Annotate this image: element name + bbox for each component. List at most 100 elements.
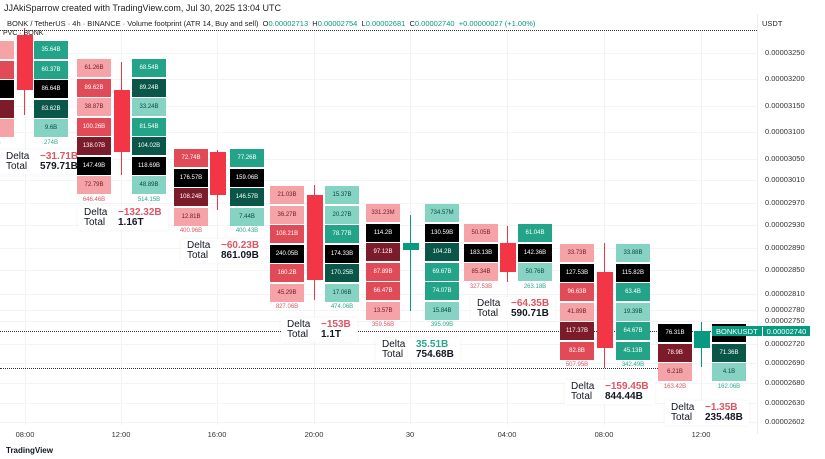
sell-volume-cell: 78.9B <box>658 343 692 362</box>
time-tick-label: 20:00 <box>304 430 324 439</box>
delta-value: −159.45B <box>605 381 649 392</box>
sell-volume-cell: 66.47B <box>366 282 400 300</box>
buy-volume-cell: 78.77B <box>325 225 359 243</box>
total-label: Total <box>84 217 106 228</box>
buy-total: 274B <box>43 139 59 146</box>
buy-total: 342.49B <box>621 362 645 368</box>
delta-total-box: Delta −159.45B Total 844.44B <box>565 380 655 404</box>
sell-total: 327.53B <box>469 283 493 290</box>
sell-volume-cell: 117.37B <box>560 322 594 340</box>
buy-volume-cell: 69.67B <box>425 262 459 281</box>
delta-row: Delta −31.71B <box>6 152 78 162</box>
sell-volume-cell: 100.26B <box>77 117 111 136</box>
buy-volume-cell: 4.1B <box>712 363 746 381</box>
buy-volume-cell: 71.36B <box>712 343 746 362</box>
buy-volume-cell: 89.24B <box>132 78 166 97</box>
total-row: Total 1.16T <box>84 218 162 228</box>
tradingview-logo[interactable]: TradingView <box>6 446 53 455</box>
candle-body[interactable] <box>114 90 130 152</box>
price-tick-label: 0.00003250 <box>765 48 805 57</box>
pvc-indicator-label[interactable]: PVC · BONK <box>3 30 44 37</box>
total-label: Total <box>187 250 209 261</box>
candle-body[interactable] <box>210 152 226 195</box>
dotted-line <box>0 368 660 369</box>
high-label: H <box>312 19 318 28</box>
price-tick-label: 0.00002720 <box>765 339 805 348</box>
buy-volume-cell: 61.04B <box>518 224 552 242</box>
delta-label: Delta <box>6 151 30 162</box>
sell-volume-cell <box>0 99 14 118</box>
buy-volume-cell: 104.02B <box>132 137 166 155</box>
total-row: Total 754.68B <box>382 350 454 360</box>
sell-volume-cell: 97.12B <box>366 243 400 261</box>
delta-value: −153B <box>321 319 351 330</box>
buy-volume-cell: 20.27B <box>325 205 359 224</box>
sell-volume-cell: 45.29B <box>270 283 304 302</box>
buy-volume-cell: 734.57M <box>425 204 459 222</box>
close-value: 0.00002740 <box>414 19 455 28</box>
grid-line <box>0 203 757 204</box>
price-tick-label: 0.00002630 <box>765 398 805 407</box>
candle-body[interactable] <box>694 331 710 348</box>
delta-value: −132.32B <box>118 207 162 218</box>
candle-body[interactable] <box>307 195 323 280</box>
grid-line <box>0 53 757 54</box>
price-tick-label: 0.00003200 <box>765 74 805 83</box>
total-value: 754.68B <box>416 349 454 360</box>
sell-volume-cell: 240.05B <box>270 244 304 263</box>
price-tick-label: 0.00002680 <box>765 378 805 387</box>
currency-label[interactable]: USDT <box>762 19 783 28</box>
sell-volume-cell: 160.2B <box>270 264 304 282</box>
sell-volume-cell: 21.03B <box>270 186 304 204</box>
grid-line <box>25 30 26 425</box>
buy-volume-cell: 17.06B <box>325 283 359 302</box>
delta-label: Delta <box>287 319 311 330</box>
dotted-line <box>0 30 757 31</box>
low-label: L <box>361 19 366 28</box>
time-tick-label: 08:00 <box>594 430 614 439</box>
price-tick-label: 0.00002850 <box>765 265 805 274</box>
sell-volume-cell: 61.26B <box>77 59 111 77</box>
total-row: Total 235.48B <box>671 413 743 423</box>
candle-body[interactable] <box>500 243 516 272</box>
price-tick-label: 0.00003010 <box>765 175 805 184</box>
price-tick-label: 0.00002970 <box>765 198 805 207</box>
price-tick-label: 0.00002780 <box>765 305 805 314</box>
sell-volume-cell: 87.89B <box>366 262 400 281</box>
open-value: 0.00002713 <box>268 19 309 28</box>
buy-volume-cell: 48.89B <box>132 176 166 194</box>
buy-volume-cell: 74.07B <box>425 282 459 300</box>
buy-volume-cell: 81.54B <box>132 117 166 136</box>
delta-row: Delta −1.35B <box>671 403 743 413</box>
delta-total-box: Delta −153B Total 1.1T <box>281 318 357 342</box>
total-value: 844.44B <box>605 391 643 402</box>
grid-line <box>0 180 757 181</box>
buy-total: 395.09B <box>430 322 454 328</box>
delta-value: −31.71B <box>40 151 79 162</box>
delta-total-box: Delta −64.35B Total 590.71B <box>471 297 556 321</box>
delta-label: Delta <box>477 298 501 309</box>
symbol-legend[interactable]: BONK / TetherUS · 4h · BINANCE · Volume … <box>7 19 535 28</box>
delta-row: Delta −64.35B <box>477 299 549 309</box>
candle-body[interactable] <box>403 243 419 250</box>
sell-volume-cell: 147.49B <box>77 156 111 175</box>
delta-row: Delta 35.51B <box>382 340 454 350</box>
price-axis[interactable] <box>757 14 823 434</box>
sell-volume-cell: 41.89B <box>560 302 594 321</box>
price-tick-label: 0.00002890 <box>765 243 805 252</box>
symbol-info: BONK / TetherUS · 4h · BINANCE · Volume … <box>7 19 259 28</box>
chart-pane[interactable]: 35.64B60.37B86.64B83.62B9.6B1B274BDelta−… <box>0 0 757 440</box>
candle-body[interactable] <box>17 35 33 90</box>
sell-volume-cell: 138.07B <box>77 137 111 155</box>
buy-volume-cell: 15.37B <box>325 186 359 204</box>
total-value: 1.16T <box>118 217 144 228</box>
total-value: 861.09B <box>221 250 259 261</box>
total-value: 1.1T <box>321 329 342 340</box>
sell-volume-cell: 36.27B <box>270 205 304 224</box>
buy-total: 474.06B <box>330 304 354 310</box>
grid-line <box>701 30 702 425</box>
candle-body[interactable] <box>597 272 613 348</box>
delta-label: Delta <box>84 207 108 218</box>
buy-volume-cell: 19.39B <box>616 302 650 321</box>
total-value: 590.71B <box>511 308 549 319</box>
